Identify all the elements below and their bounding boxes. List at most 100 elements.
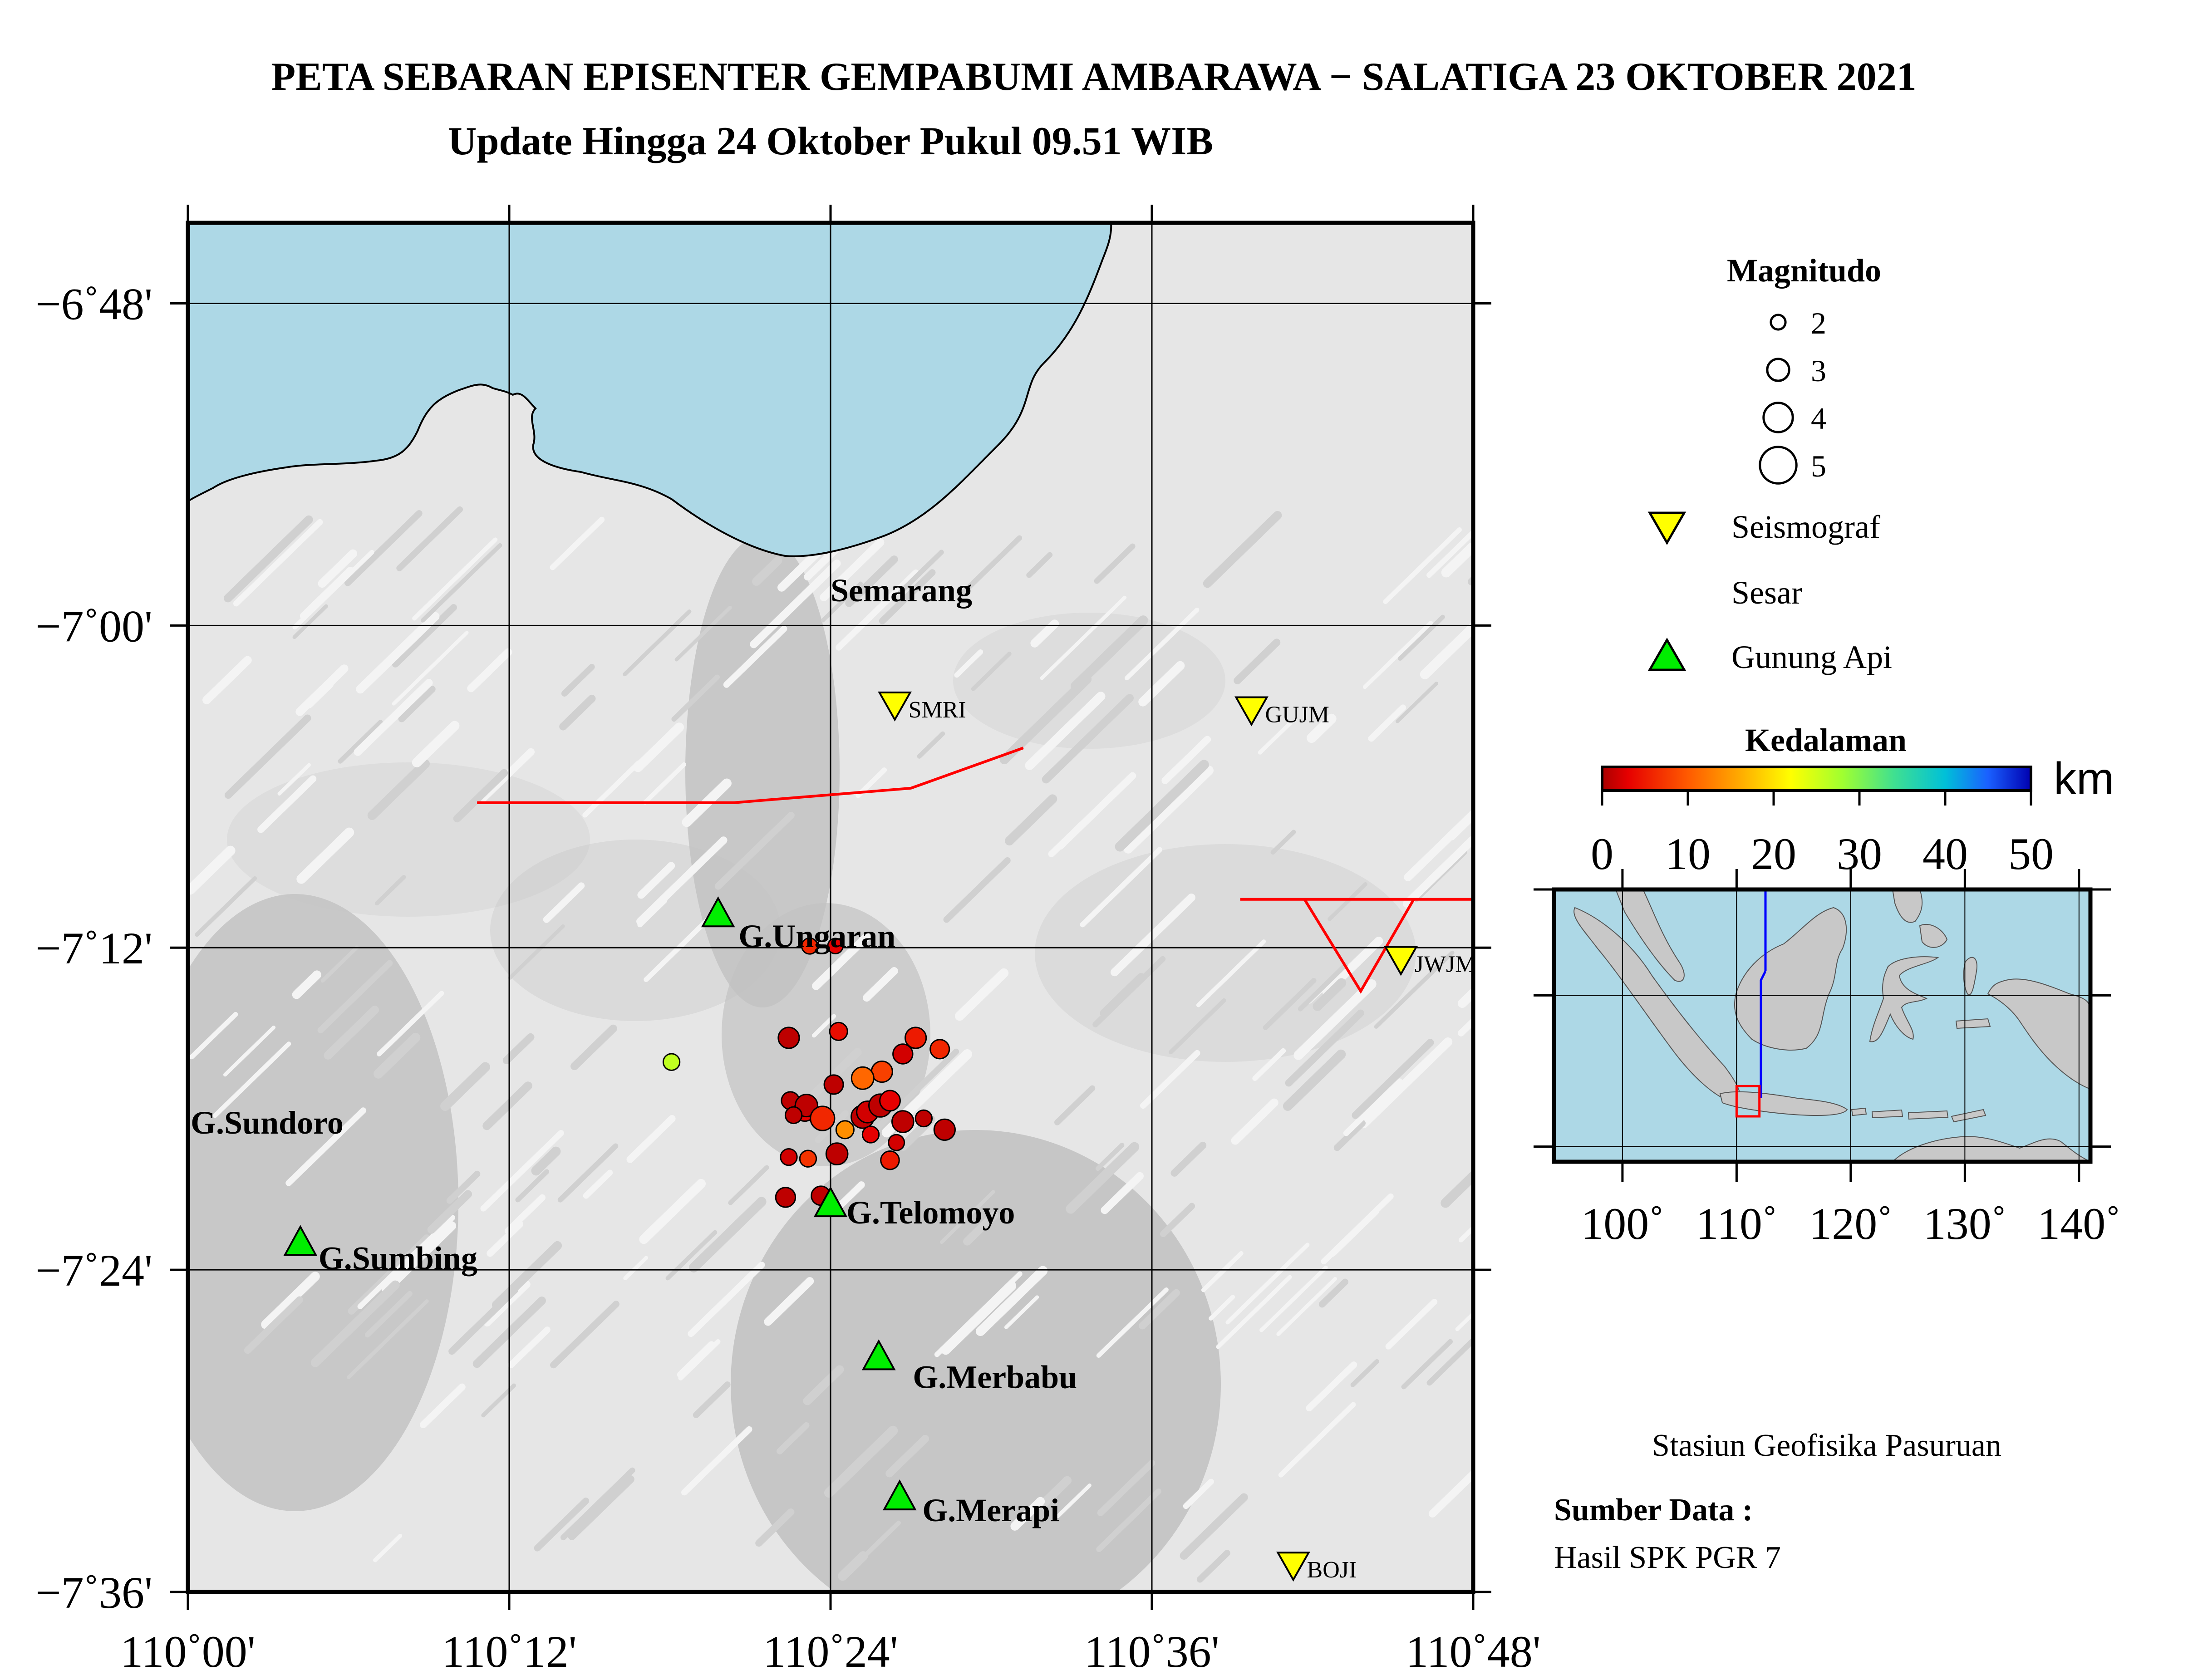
relief-ridge [195,876,257,937]
relief-ridge [1318,1278,1348,1308]
epicenter-marker-18 [879,1090,901,1112]
city-labels: Semarang [831,572,972,609]
relief-ridge [382,1221,457,1294]
relief-ridge [1283,1049,1346,1111]
epicenter-marker-21 [784,1106,803,1125]
fault-line-2 [1303,899,1415,994]
relief-ridge [559,694,596,731]
relief-ridge [1209,1295,1235,1321]
magnitude-legend-title: Magnitudo [1727,252,1881,289]
relief-ridge [1352,1039,1434,1119]
magnitude-legend-circle-3 [1759,446,1798,485]
relief-area-6 [227,762,590,917]
inset-landmasses [1573,889,2090,1162]
map-title: PETA SEBARAN EPISENTER GEMPABUMI AMBARAW… [271,55,1916,99]
inset-x-tick-label-2: 120˚ [1809,1199,1892,1249]
relief-ridge [940,1281,1017,1355]
epicenter-marker-0 [662,1053,681,1071]
relief-ridge [1040,595,1127,680]
relief-ridge [1138,661,1185,707]
relief-ridge [1080,847,1163,928]
relief-ridge [626,1115,676,1163]
x-tick-label-2: 110˚24' [763,1626,898,1677]
relief-ridge [1201,1251,1244,1292]
depth-colorbar-title: Kedalaman [1745,722,1907,758]
relief-ridge [310,1280,400,1367]
relief-ridge [583,1169,613,1199]
relief-ridge [483,1280,531,1327]
relief-ridge [374,1032,421,1079]
relief-ridge [723,625,787,688]
relief-ridge [1110,893,1195,977]
relief-ridge [1270,830,1296,855]
relief-ridge [534,1498,590,1552]
relief-ridge [398,686,436,722]
relief-ridge [1056,1484,1092,1518]
relief-ridge [374,874,406,906]
agency-name: Stasiun Geofisika Pasuruan [1652,1428,2001,1463]
data-source-title: Sumber Data : [1554,1493,1753,1528]
seismograph-label-0: SMRI [909,697,966,723]
relief-ridge [396,506,463,571]
seismograph-legend-icon [1647,511,1686,545]
seismograph-marker-1 [1234,696,1269,727]
relief-ridge [728,1165,769,1205]
relief-ridge [392,604,457,668]
inset-x-tick-label-3: 130˚ [1923,1199,2006,1249]
relief-ridge [1359,1037,1453,1129]
magnitude-legend-items: 2 3 4 5 [1759,306,1826,485]
relief-ridge [1441,1169,1473,1208]
terrain-relief [188,506,1473,1592]
relief-ridge [1101,1172,1144,1214]
relief-ridge [1293,979,1377,1060]
relief-ridge [633,722,684,772]
relief-ridge [1096,1488,1161,1552]
relief-ridge [357,1247,421,1309]
relief-ridge [212,1041,291,1118]
epicenter-markers [662,937,956,1208]
y-tick-label-2: −7˚12' [35,923,152,973]
relief-ridge [963,1211,998,1246]
relief-ridge [318,549,357,588]
relief-ridge [1095,1143,1125,1171]
relief-ridge [863,967,898,1002]
map-graticule [188,223,1473,1592]
relief-ridge [1231,1098,1278,1145]
epicenter-marker-2 [827,938,844,954]
relief-ridge [644,916,712,982]
relief-ridge [292,970,321,999]
relief-ridge [440,1062,491,1111]
relief-ridge [1180,1493,1248,1560]
sea-area [188,223,1112,557]
relief-ridge [1100,973,1146,1018]
relief-ridge [1094,543,1136,584]
relief-ridge [223,515,313,603]
relief-ridge [582,760,641,818]
relief-ridge [285,1107,367,1186]
epicenter-marker-28 [880,1150,900,1170]
colorbar-tick-label-5: 50 [2008,829,2054,879]
relief-ridge [1328,882,1367,921]
relief-ridge [1397,614,1445,661]
magnitude-legend-label-2: 4 [1811,401,1826,436]
volcano-label-3: G.Merapi [922,1492,1059,1528]
volcano-markers: G.Ungaran G.Telomoyo G.Merbabu G.Merapi G.Su… [283,896,1077,1528]
relief-ridge [1234,639,1281,684]
magnitude-legend-circle-2 [1762,402,1794,433]
depth-unit-label: km [2054,753,2114,804]
volcano-label-0: G.Ungaran [738,918,895,954]
depth-colorbar [1601,766,2032,792]
relief-ridge [764,1277,814,1326]
relief-ridge [636,836,728,925]
relief-ridge [1124,608,1200,681]
relief-ridge [233,519,323,607]
relief-ridge [1321,1193,1394,1264]
relief-ridge [1196,1550,1230,1583]
relief-ridge [1066,1142,1140,1214]
relief-ridge [502,1033,535,1065]
epicenter-marker-8 [870,1060,893,1083]
relief-area-0 [685,535,840,1007]
relief-ridge [338,720,383,764]
relief-ridge [1096,1287,1169,1358]
colorbar-tick-label-4: 40 [1922,829,1968,879]
